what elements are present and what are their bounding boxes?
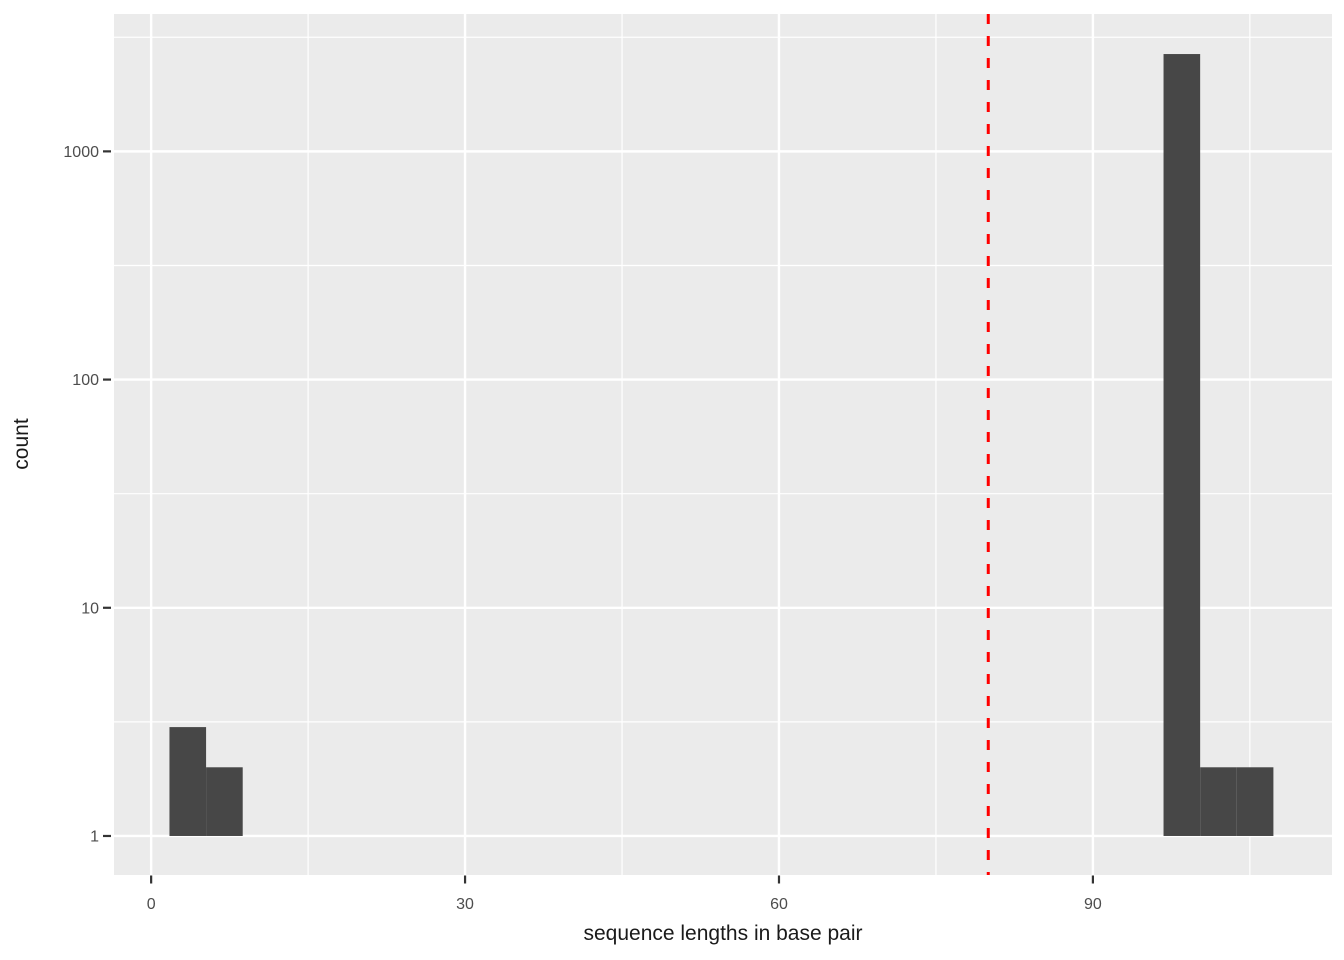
histogram-bar <box>206 767 243 836</box>
x-tick-label: 60 <box>770 896 788 913</box>
plot-panel <box>114 14 1332 875</box>
x-tick-label: 30 <box>456 896 474 913</box>
y-tick-label: 1 <box>90 828 99 845</box>
histogram-bar <box>1163 54 1201 836</box>
histogram-bar <box>1200 767 1237 836</box>
x-tick-label: 90 <box>1084 896 1102 913</box>
histogram-bar <box>169 727 207 836</box>
y-tick-label: 10 <box>81 600 99 617</box>
y-tick-label: 100 <box>72 372 99 389</box>
y-tick-label: 1000 <box>63 144 99 161</box>
histogram-bar <box>1236 767 1274 836</box>
x-tick-label: 0 <box>147 896 156 913</box>
